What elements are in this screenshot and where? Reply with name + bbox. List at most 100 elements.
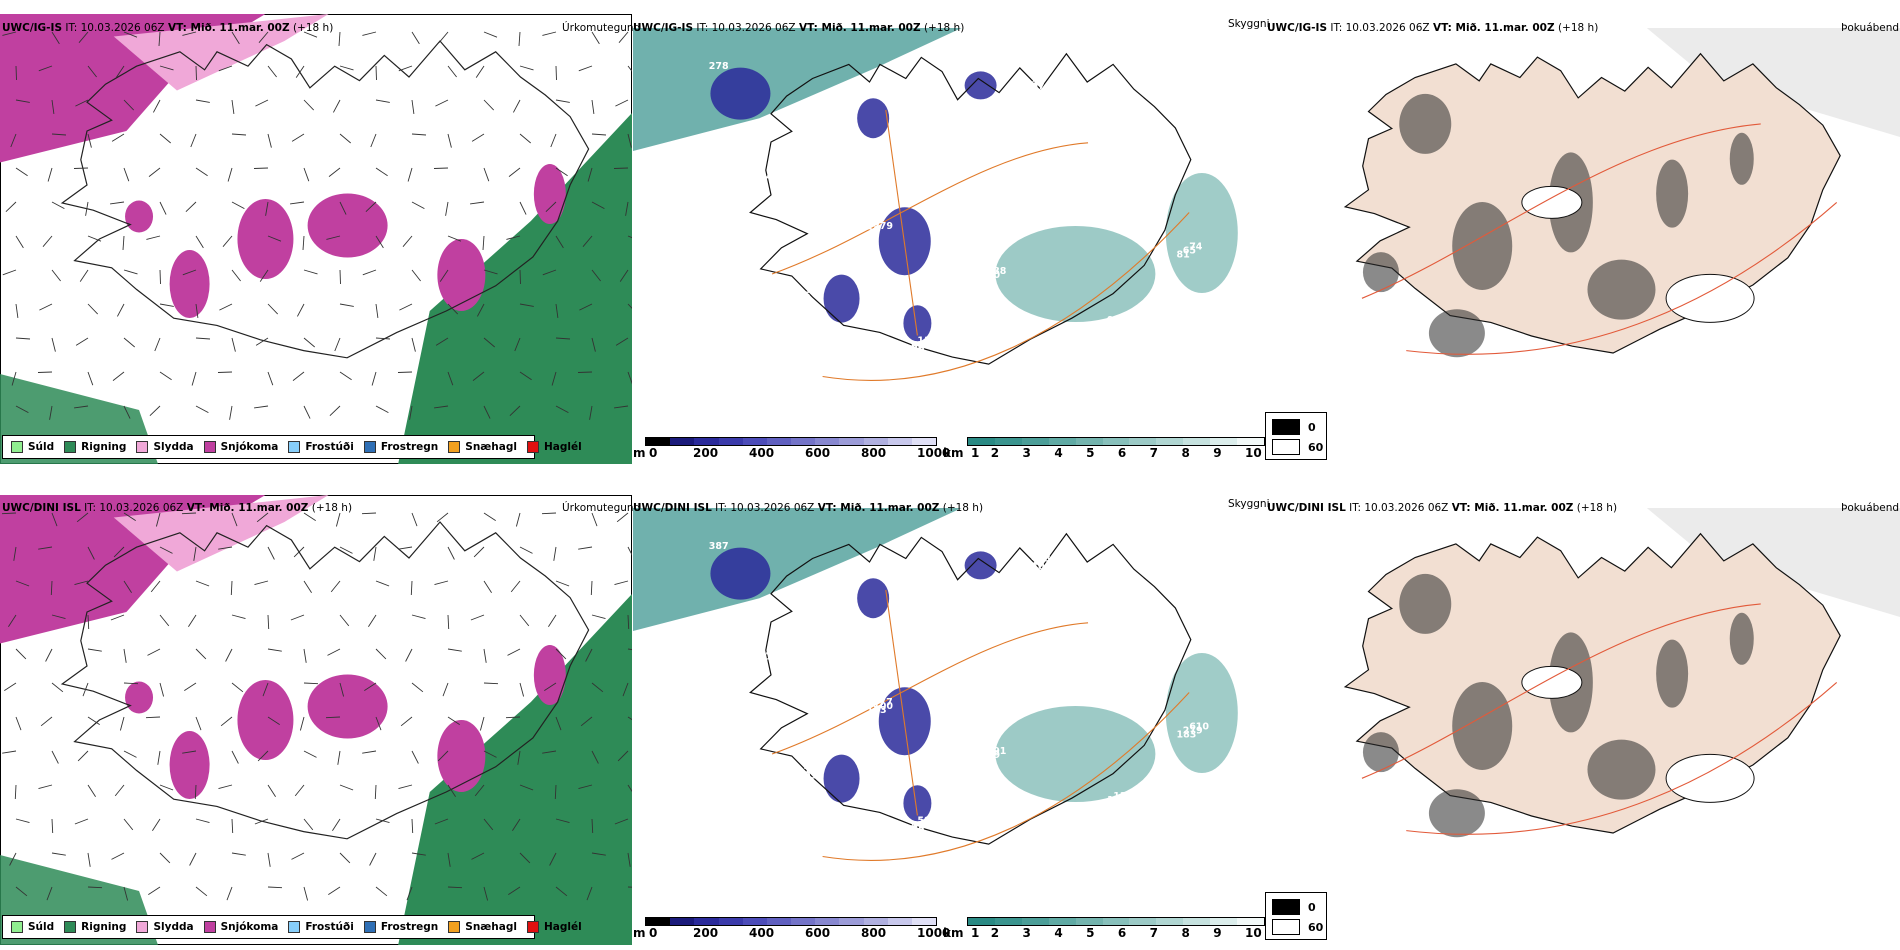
wind-barb (5, 201, 17, 213)
wind-barb (253, 167, 269, 169)
wind-barb (519, 303, 534, 307)
wind-barb (339, 546, 353, 554)
peak-label: 53 (1038, 553, 1051, 564)
snow-patch (533, 164, 566, 225)
wind-barb (51, 269, 61, 282)
legend-swatch (526, 441, 539, 453)
peak-label: 53 (867, 225, 880, 236)
lead-label: (+18 h) (1576, 502, 1618, 514)
colorbar-tick-label: 800 (861, 446, 887, 460)
wind-barb (411, 852, 426, 856)
visibility-colorbar-row2: km 1 2 3 4 5 6 7 8 9 10 (943, 917, 1265, 940)
colorbar-segment (839, 918, 864, 925)
peak-label: 79 (1145, 127, 1158, 138)
visibility-area (1165, 172, 1238, 294)
panel-title-precip-row2: Úrkomutegund (562, 502, 641, 514)
wind-barb (267, 614, 270, 630)
model-label: UWC/IG-IS (633, 22, 694, 34)
wind-barb (375, 65, 377, 81)
peak-label: 229 (943, 635, 963, 646)
wind-barb (483, 648, 487, 663)
wind-barb (267, 371, 274, 386)
colorbar-tick-label: 0 (649, 926, 658, 940)
wind-barb (195, 167, 208, 177)
model-label: UWC/DINI ISL (2, 502, 81, 514)
wind-barb (591, 682, 604, 693)
wind-barb (375, 337, 391, 340)
wind-barb (627, 65, 632, 72)
wind-barb (555, 337, 571, 340)
glacier-outline (1665, 753, 1755, 803)
peak-label: 91 (993, 746, 1006, 757)
wind-barb (622, 682, 629, 697)
wind-barb (231, 99, 235, 114)
peak-label: 100 (873, 701, 893, 712)
wind-barb (265, 201, 269, 216)
legend-swatch (526, 921, 539, 933)
wind-barb (123, 31, 138, 38)
snow-patch (169, 731, 210, 799)
wind-barb (470, 614, 485, 621)
wind-barb (551, 371, 557, 386)
wind-barb (327, 648, 341, 656)
wind-barb (303, 337, 315, 348)
wind-barb (577, 371, 593, 373)
wind-barb (627, 716, 632, 721)
legend-swatch (288, 441, 301, 453)
legend-swatch (64, 441, 77, 453)
colorbar-segment (766, 918, 792, 925)
vt-label: VT: Mið. 11.mar. 00Z (798, 22, 921, 34)
colorbar-segment (968, 918, 995, 925)
colorbar-tick-label: 2 (990, 926, 1000, 940)
wind-barb (231, 133, 247, 136)
wind-barb (231, 337, 236, 352)
colorbar-tick-label: 0 (649, 446, 658, 460)
colorbar-segment (839, 438, 864, 445)
wind-barb (87, 886, 103, 889)
legend-label: Snjókoma (220, 921, 279, 933)
wind-barb (615, 337, 629, 346)
wind-barb (439, 269, 449, 282)
wind-barb (483, 99, 495, 111)
cloud-map-row1: 278 24 81 586 462 53 86 33 74 102 107 80 70 21 613 65 63… (633, 28, 1238, 381)
wind-barb (85, 201, 89, 216)
wind-barb (398, 784, 413, 790)
wind-barb (15, 167, 28, 177)
peak-label: 59 (835, 102, 848, 113)
legend-swatch (136, 921, 149, 933)
wind-barb (447, 614, 450, 630)
legend-label: Rigning (81, 441, 127, 453)
wind-barb (40, 716, 53, 727)
lead-label: (+18 h) (942, 502, 984, 514)
wind-barb (369, 852, 377, 866)
colorbar-segment (1102, 918, 1130, 925)
visibility-unit: km (943, 446, 964, 460)
wind-barb (231, 269, 241, 282)
low-ceiling-patch (857, 578, 890, 619)
fog-legend-label: 0 (1308, 420, 1316, 434)
peak-label: 11 (917, 336, 930, 347)
peak-label: 19 (722, 840, 735, 851)
wind-barb (627, 784, 632, 792)
header-row1-left: UWC/IG-IS IT: 10.03.2026 06Z VT: Mið. 11… (2, 22, 333, 34)
visibility-bar (967, 917, 1265, 926)
wind-barb (483, 682, 499, 685)
road (885, 109, 918, 336)
legend-label: Súld (28, 441, 55, 453)
peak-label: 278 (709, 61, 729, 72)
sleet-area (113, 14, 329, 91)
wind-barb (470, 201, 485, 205)
colorbar-segment (742, 438, 767, 445)
wind-barb (123, 750, 137, 758)
wind-barb (158, 31, 161, 47)
fog-legend-swatch (1272, 919, 1300, 935)
wind-barb (617, 750, 629, 762)
glacier-outline (1521, 665, 1583, 699)
colorbar-tick-label: 200 (693, 926, 719, 940)
wind-barb (231, 31, 240, 45)
wind-barb (231, 750, 239, 764)
wind-barb (542, 750, 557, 754)
snow-patch (437, 239, 486, 311)
wind-barb (339, 133, 351, 144)
road (885, 589, 918, 816)
